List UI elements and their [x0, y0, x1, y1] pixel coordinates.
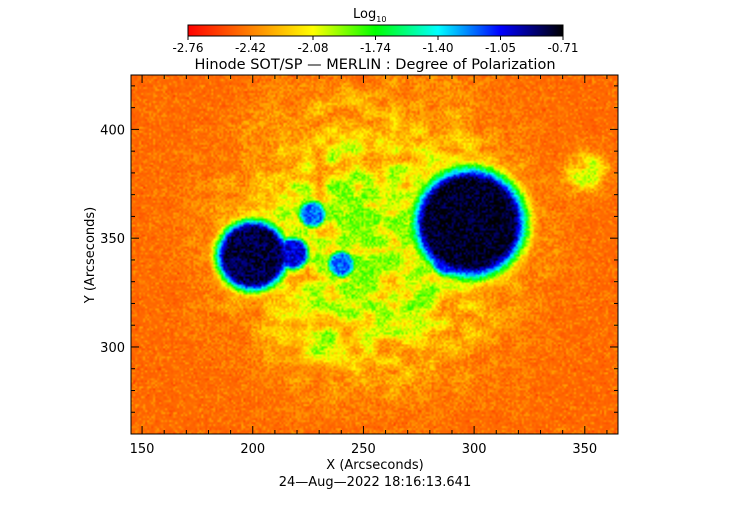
- colorbar-ticks: -2.76 -2.42 -2.08 -1.74 -1.40 -1.05 -0.71: [172, 36, 579, 55]
- y-axis-label: Y (Arcseconds): [83, 207, 98, 304]
- colorbar-tick-label: -2.42: [235, 41, 266, 55]
- x-tick-label: 200: [240, 442, 265, 457]
- x-tick-label: 150: [130, 442, 155, 457]
- colorbar-tick-label: -2.08: [297, 41, 328, 55]
- x-tick-label: 350: [572, 442, 597, 457]
- x-tick-label: 300: [462, 442, 487, 457]
- y-tick-label: 400: [100, 123, 125, 138]
- y-tick-label: 350: [100, 232, 125, 247]
- colorbar: [187, 24, 564, 37]
- colorbar-label-subscript: 10: [376, 15, 386, 24]
- colorbar-tick-label: -0.71: [547, 41, 578, 55]
- colorbar-tick-label: -1.74: [360, 41, 391, 55]
- y-axis: 300 350 400: [100, 85, 618, 413]
- y-tick-label: 300: [100, 341, 125, 356]
- x-axis: 150 200 250 300 350: [130, 75, 608, 457]
- colorbar-tick-label: -1.40: [422, 41, 453, 55]
- plot-area: 150 200 250 300 350 300 350 400: [100, 74, 619, 457]
- date-label: 24—Aug—2022 18:16:13.641: [279, 475, 471, 490]
- x-axis-label: X (Arcseconds): [326, 458, 423, 473]
- x-tick-label: 250: [351, 442, 376, 457]
- chart-title: Hinode SOT/SP — MERLIN : Degree of Polar…: [194, 57, 555, 73]
- colorbar-tick-label: -1.05: [485, 41, 516, 55]
- heatmap-image: [131, 75, 618, 434]
- colorbar-label: Log10: [353, 7, 386, 24]
- plot-frame: [130, 74, 619, 435]
- colorbar-tick-label: -2.76: [172, 41, 203, 55]
